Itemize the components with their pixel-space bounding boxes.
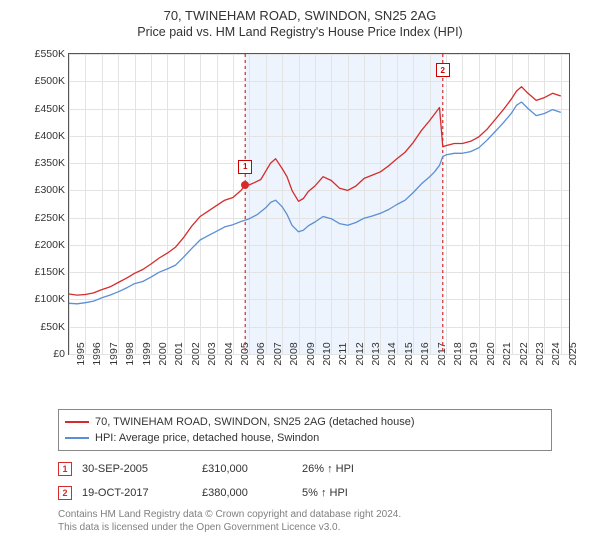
sale-row: 1 30-SEP-2005 £310,000 26% ↑ HPI	[58, 457, 538, 481]
ytick-label: £50K	[40, 321, 69, 333]
plot-area: £0£50K£100K£150K£200K£250K£300K£350K£400…	[68, 53, 570, 355]
ytick-label: £0	[53, 348, 69, 360]
ytick-label: £150K	[35, 266, 69, 278]
sale-date: 30-SEP-2005	[82, 463, 192, 475]
ytick-label: £550K	[35, 48, 69, 60]
legend-item: 70, TWINEHAM ROAD, SWINDON, SN25 2AG (de…	[65, 414, 545, 430]
sale-dot	[241, 181, 249, 189]
price-chart: £0 £50K £100K £150K £200K £250K £300K £350K £400…	[20, 45, 580, 405]
sale-row-marker: 2	[58, 486, 72, 500]
sale-price: £380,000	[202, 487, 292, 499]
footnote-line: This data is licensed under the Open Gov…	[58, 522, 590, 535]
ytick-label: £400K	[35, 130, 69, 142]
footnote-line: Contains HM Land Registry data © Crown c…	[58, 509, 590, 522]
ytick-label: £100K	[35, 293, 69, 305]
sale-marker-2: 2	[436, 63, 450, 77]
legend-label: 70, TWINEHAM ROAD, SWINDON, SN25 2AG (de…	[95, 416, 415, 428]
sale-pct: 5% ↑ HPI	[302, 487, 392, 499]
sale-marker-1: 1	[238, 160, 252, 174]
legend-label: HPI: Average price, detached house, Swin…	[95, 432, 319, 444]
sale-price: £310,000	[202, 463, 292, 475]
sale-date: 19-OCT-2017	[82, 487, 192, 499]
sale-row: 2 19-OCT-2017 £380,000 5% ↑ HPI	[58, 481, 538, 505]
footnote: Contains HM Land Registry data © Crown c…	[58, 509, 590, 534]
page-subtitle: Price paid vs. HM Land Registry's House …	[10, 25, 590, 39]
series-price_paid	[69, 87, 561, 295]
ytick-label: £250K	[35, 212, 69, 224]
page-title: 70, TWINEHAM ROAD, SWINDON, SN25 2AG	[10, 8, 590, 23]
sale-pct: 26% ↑ HPI	[302, 463, 392, 475]
legend-swatch	[65, 421, 89, 423]
legend-swatch	[65, 437, 89, 439]
sales-table: 1 30-SEP-2005 £310,000 26% ↑ HPI 2 19-OCT-201…	[58, 457, 538, 505]
legend-item: HPI: Average price, detached house, Swin…	[65, 430, 545, 446]
sale-row-marker: 1	[58, 462, 72, 476]
series-hpi	[69, 102, 561, 304]
ytick-label: £200K	[35, 239, 69, 251]
ytick-label: £450K	[35, 103, 69, 115]
ytick-label: £500K	[35, 75, 69, 87]
ytick-label: £300K	[35, 184, 69, 196]
ytick-label: £350K	[35, 157, 69, 169]
legend: 70, TWINEHAM ROAD, SWINDON, SN25 2AG (de…	[58, 409, 552, 451]
chart-svg	[69, 54, 569, 354]
